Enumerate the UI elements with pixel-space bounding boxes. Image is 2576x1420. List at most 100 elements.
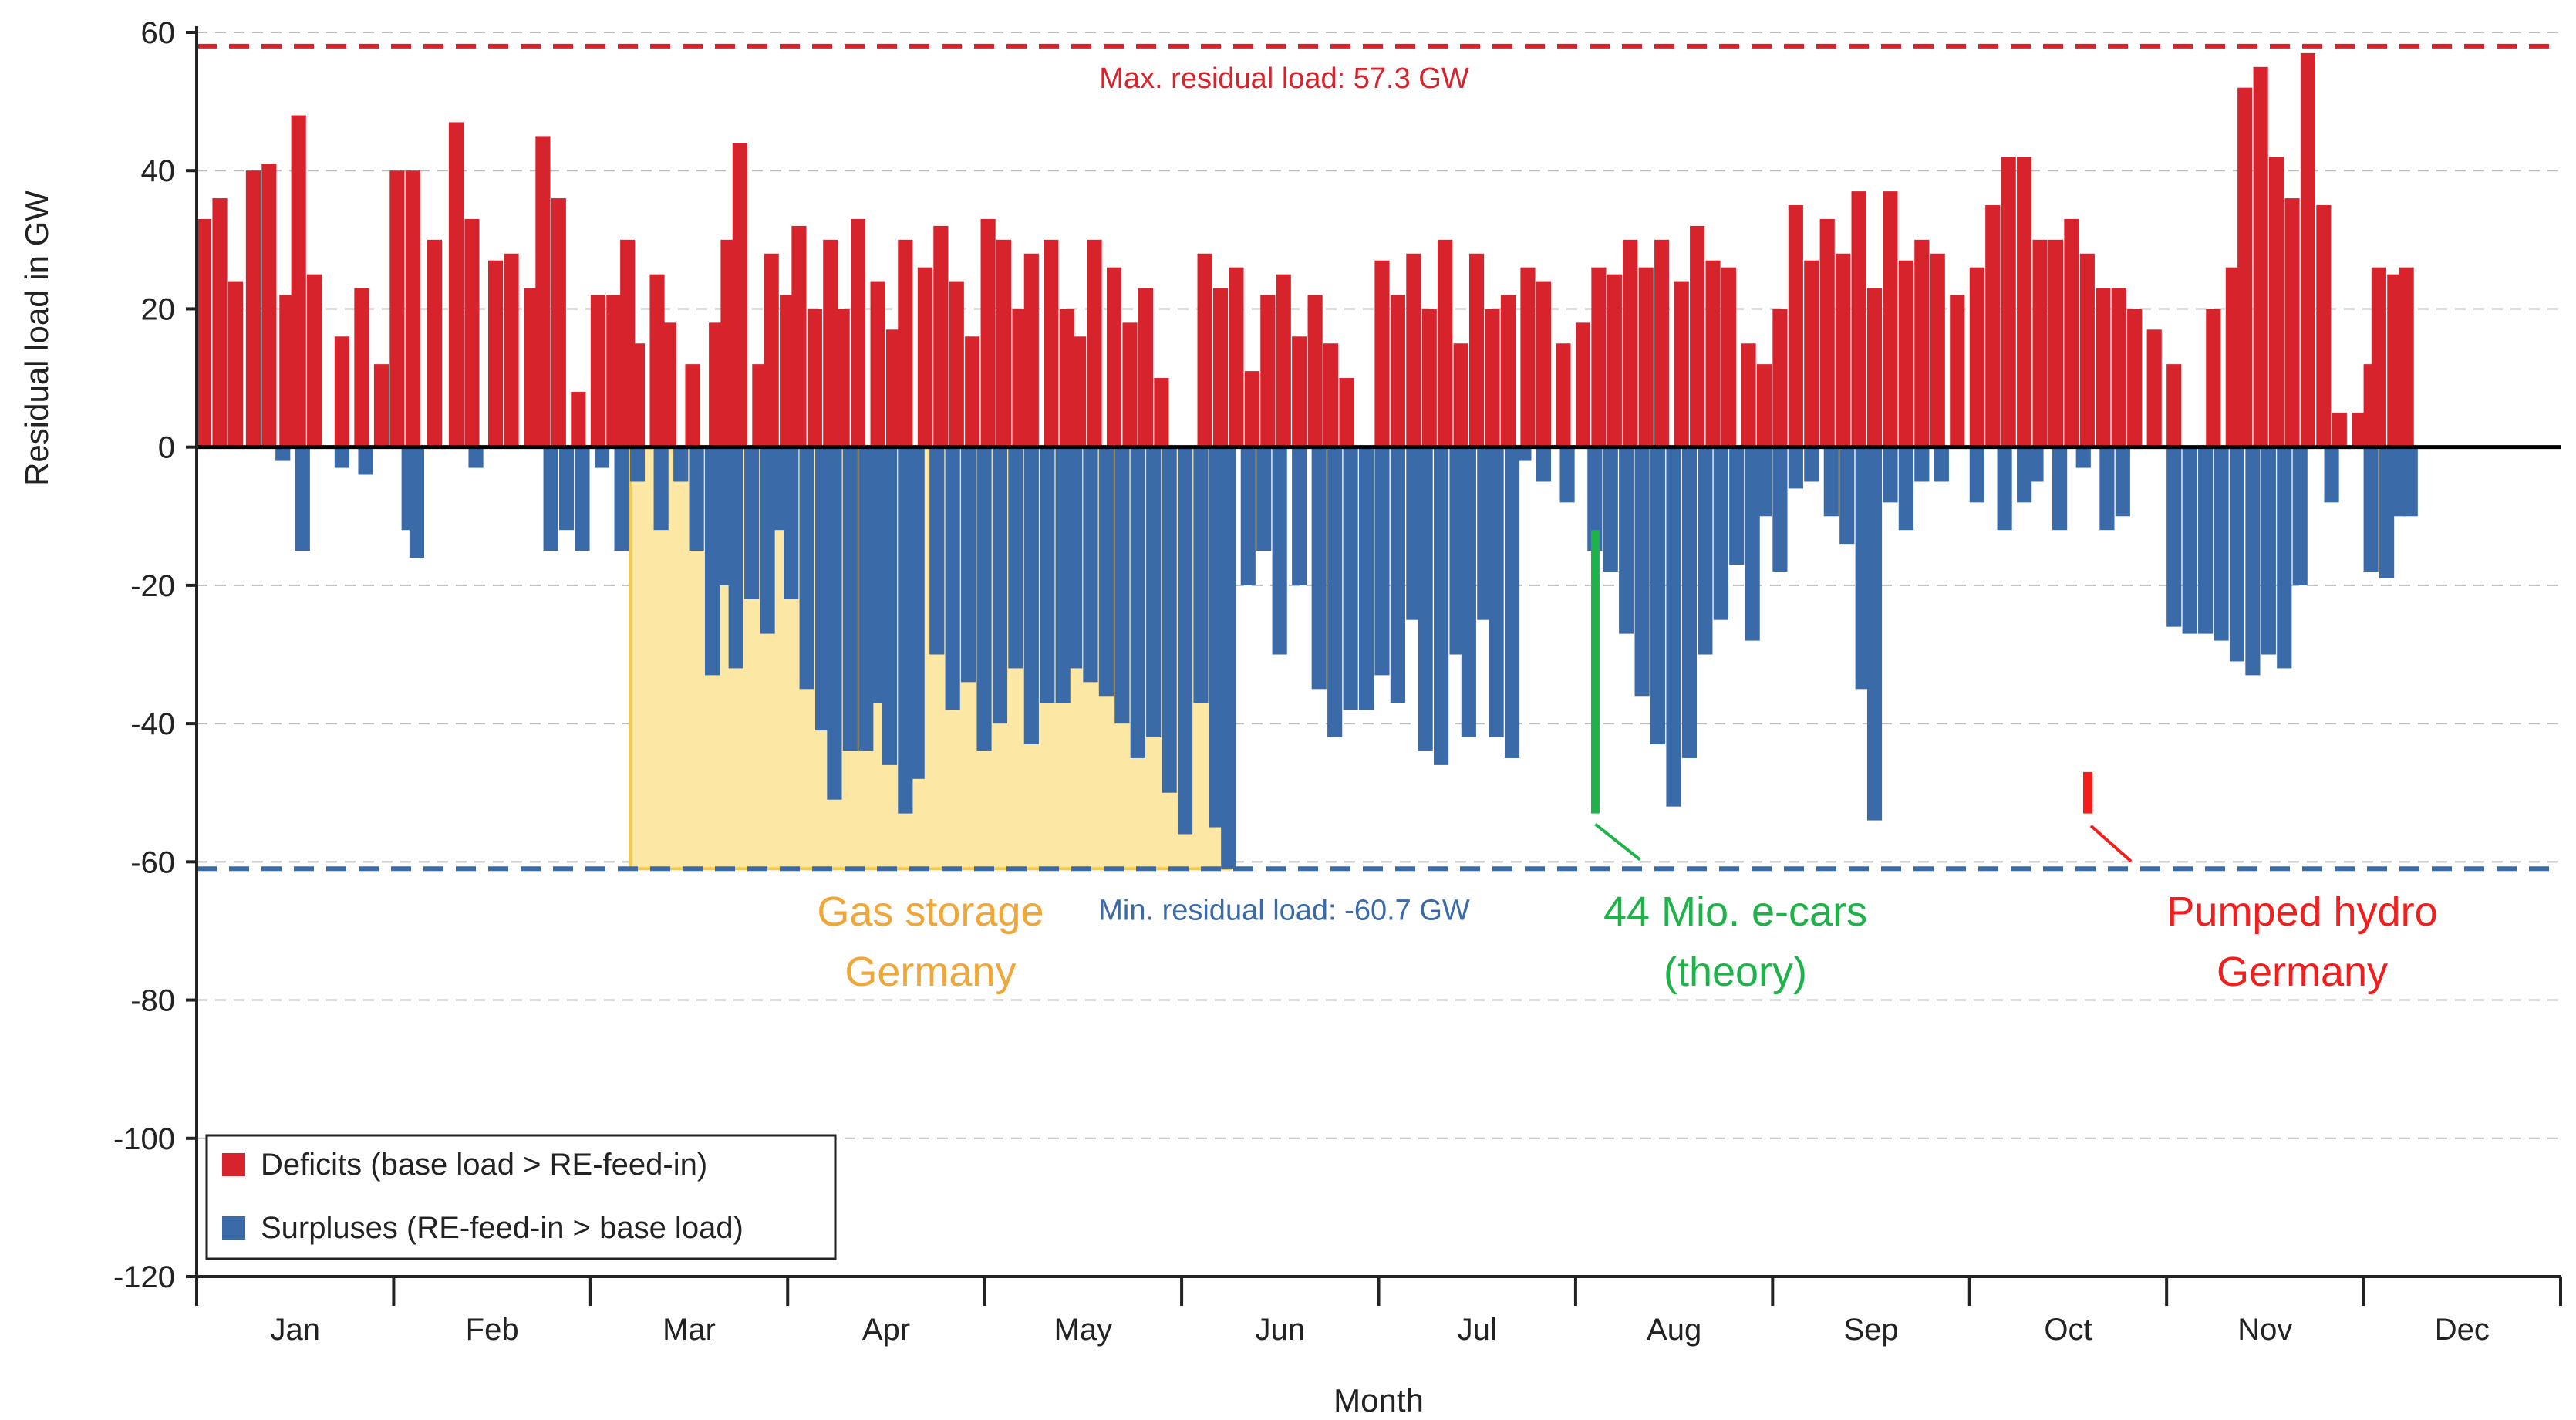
deficit-bar (535, 136, 551, 447)
surplus-bar (2324, 447, 2339, 503)
deficit-bar (709, 322, 724, 447)
surplus-bar (275, 447, 291, 461)
surplus-bar (1898, 447, 1913, 531)
surplus-bar (1619, 447, 1634, 634)
deficit-bar (2237, 87, 2253, 447)
deficit-bar (898, 239, 913, 447)
surplus-bar (2261, 447, 2276, 655)
deficit-bar (228, 281, 244, 447)
surplus-bar (358, 447, 373, 475)
deficit-bar (389, 170, 405, 447)
surplus-bar (909, 447, 925, 779)
deficit-bar (1638, 267, 1654, 447)
deficit-bar (1406, 253, 1421, 447)
surplus-bar (1418, 447, 1433, 751)
surplus-bar (1772, 447, 1788, 572)
deficit-bar (949, 281, 964, 447)
surplus-bar (1634, 447, 1650, 697)
deficit-bar (1804, 260, 1819, 447)
surplus-bar (1804, 447, 1819, 482)
deficit-bar (823, 239, 838, 447)
deficit-bar (291, 115, 306, 447)
deficit-bar (2146, 329, 2162, 447)
deficit-bar (2166, 364, 2182, 447)
x-tick-label: Aug (1647, 1313, 1701, 1347)
x-tick-label: Jun (1256, 1313, 1306, 1347)
surplus-bar (870, 447, 885, 703)
deficit-bar (197, 218, 212, 447)
surplus-bar (799, 447, 814, 690)
x-tick-label: Mar (663, 1313, 716, 1347)
deficit-bar (427, 239, 442, 447)
deficit-bar (504, 253, 519, 447)
deficit-bar (2127, 309, 2143, 447)
deficit-bar (1591, 267, 1607, 447)
deficit-bar (850, 218, 866, 447)
surplus-bar (673, 447, 689, 482)
surplus-bar (1311, 447, 1327, 690)
deficit-bar (2096, 288, 2111, 447)
deficit-bar (1071, 336, 1087, 447)
deficit-bar (1772, 309, 1788, 447)
gas-storage-label: Gas storage (817, 889, 1044, 935)
deficit-bar (2079, 253, 2095, 447)
surplus-bar (898, 447, 913, 814)
deficit-bar (917, 267, 932, 447)
surplus-bar (1536, 447, 1551, 482)
surplus-bar (2214, 447, 2229, 641)
surplus-bar (1008, 447, 1023, 669)
annotations: Gas storage Germany 44 Mio. e-cars (theory)… (817, 530, 2438, 995)
surplus-bar (1934, 447, 1949, 482)
surplus-bar (2052, 447, 2068, 531)
x-tick-label: Oct (2044, 1313, 2092, 1347)
y-tick-label: -100 (113, 1122, 175, 1156)
deficit-bar (1438, 239, 1453, 447)
surplus-bar (815, 447, 831, 731)
y-tick-label: 20 (141, 292, 176, 326)
surplus-bar (945, 447, 960, 710)
surplus-bar (2166, 447, 2182, 627)
surplus-bar (1193, 447, 1209, 703)
deficit-bar (1390, 295, 1405, 447)
surplus-bar (1130, 447, 1145, 758)
deficit-bar (1374, 260, 1390, 447)
deficit-bar (732, 143, 747, 447)
deficit-bar (212, 198, 228, 447)
deficit-bar (2032, 239, 2048, 447)
deficit-bar (752, 364, 767, 447)
surplus-bar (1745, 447, 1760, 641)
deficit-bar (1059, 309, 1074, 447)
surplus-bar (2245, 447, 2261, 676)
deficit-bar (1969, 267, 1984, 447)
surplus-bar (1489, 447, 1504, 738)
ecars-sublabel: (theory) (1664, 949, 1807, 995)
deficit-bar (1950, 295, 1965, 447)
deficit-bar (1212, 288, 1229, 447)
deficit-bar (2253, 66, 2268, 447)
deficit-bar (1556, 343, 1571, 447)
surplus-bar (1788, 447, 1803, 489)
surplus-bar (2028, 447, 2044, 482)
deficit-bar (606, 295, 622, 447)
surplus-bar (1327, 447, 1343, 738)
surplus-bar (2115, 447, 2130, 517)
surplus-bar (1146, 447, 1162, 738)
surplus-bar (1114, 447, 1130, 724)
deficit-bar (590, 295, 605, 447)
deficit-bar (685, 364, 700, 447)
surplus-bar (961, 447, 976, 683)
deficit-bar (245, 170, 261, 447)
surplus-bar (689, 447, 704, 551)
surplus-bar (1559, 447, 1575, 503)
surplus-bar (1343, 447, 1358, 710)
deficit-bar (2284, 198, 2300, 447)
deficit-bar (2064, 218, 2079, 447)
surplus-bar (2182, 447, 2197, 634)
surplus-bar (629, 447, 646, 482)
deficit-bar (1468, 253, 1485, 447)
deficit-bar (354, 288, 369, 447)
deficit-bar (780, 295, 795, 447)
deficit-bar (523, 288, 539, 447)
deficit-bar (720, 239, 736, 447)
deficit-bar (571, 391, 586, 447)
